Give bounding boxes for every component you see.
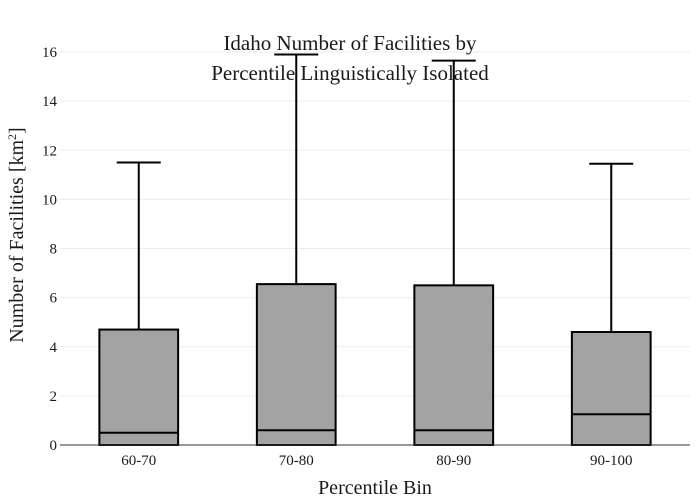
iqr-box — [570, 331, 652, 447]
box-70-80 — [255, 53, 337, 446]
iqr-box — [98, 328, 180, 446]
x-tick-label: 60-70 — [121, 453, 156, 469]
y-tick-labels: 0 2 4 6 8 10 12 14 16 — [42, 45, 58, 454]
chart-title-line-2: Percentile Linguistically Isolated — [211, 61, 489, 85]
iqr-box — [413, 284, 495, 446]
box-80-90 — [413, 59, 495, 446]
y-axis-title-superscript: 2 — [5, 134, 19, 140]
y-tick-label: 10 — [42, 192, 57, 208]
y-axis-title-end: ] — [6, 127, 28, 134]
x-tick-label: 80-90 — [436, 453, 471, 469]
y-tick-label: 8 — [50, 242, 58, 258]
y-axis-title: Number of Facilities [km2] — [5, 127, 28, 342]
y-tick-label: 2 — [50, 389, 58, 405]
y-axis-title-main: Number of Facilities [km — [6, 140, 28, 343]
x-tick-label: 70-80 — [279, 453, 314, 469]
iqr-box — [255, 283, 337, 446]
box-90-100 — [570, 162, 652, 447]
y-tick-label: 14 — [42, 94, 58, 110]
boxes — [98, 53, 652, 447]
chart-title-line-1: Idaho Number of Facilities by — [223, 31, 477, 55]
y-tick-label: 0 — [50, 438, 58, 454]
y-tick-label: 16 — [42, 45, 58, 61]
y-tick-label: 12 — [42, 143, 57, 159]
y-tick-label: 6 — [50, 291, 58, 307]
x-tick-labels: 60-70 70-80 80-90 90-100 — [121, 453, 632, 469]
box-60-70 — [98, 161, 180, 446]
y-tick-label: 4 — [50, 340, 58, 356]
x-tick-label: 90-100 — [590, 453, 633, 469]
x-axis-title: Percentile Bin — [318, 477, 432, 499]
